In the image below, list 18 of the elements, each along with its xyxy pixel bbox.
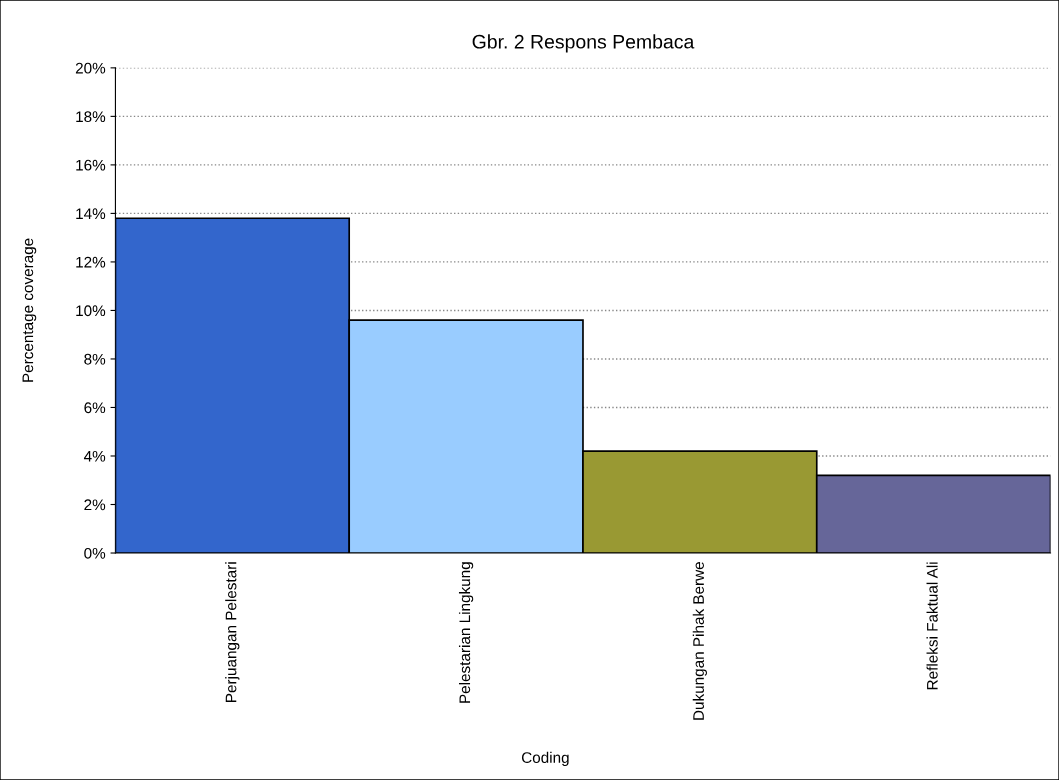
y-tick-label: 16% [76,159,106,171]
y-tick-label: 18% [76,111,106,123]
y-tick-label: 0% [84,547,106,559]
x-tick-label: Dukungan Pihak Berwe [692,562,707,720]
x-axis-title: Coding [521,751,569,767]
y-tick-label: 6% [84,402,106,414]
x-tick-label: Pelestarian Lingkung [458,562,474,703]
x-tick-label: Perjuangan Pelestari [225,562,240,702]
y-tick-label: 4% [83,450,106,462]
y-tick-label: 2% [84,499,106,511]
y-tick-label: 8% [84,353,106,365]
y-tick-label: 10% [76,305,106,317]
y-axis-title: Percentage coverage [22,238,37,382]
y-tick-label: 14% [76,208,106,220]
y-tick-label: 12% [76,256,106,268]
x-tick-label: Refleksi Faktual Ali [926,562,938,690]
y-tick-label: 20% [75,62,106,74]
chart-title: Gbr. 2 Respons Pembaca [472,34,695,53]
